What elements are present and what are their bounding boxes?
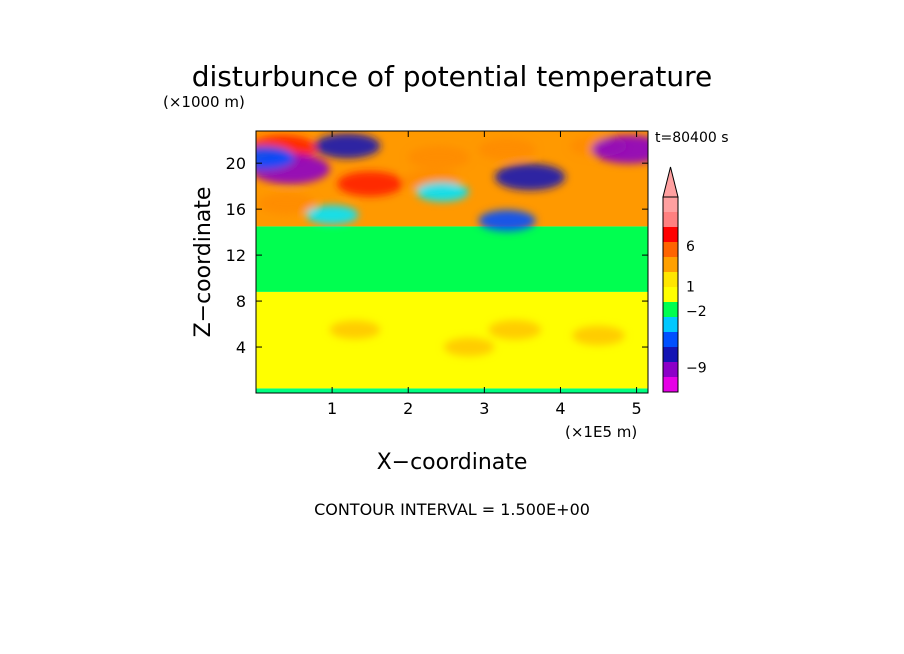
colorbar-segment: [663, 257, 678, 272]
colorbar-arrow: [662, 166, 679, 198]
anomaly-patch: [488, 319, 542, 340]
colorbar-frame: [662, 196, 679, 393]
time-label: t=80400 s: [655, 130, 729, 146]
anomaly-patch: [305, 205, 359, 225]
colorbar-segment: [663, 227, 678, 242]
x-tick-label: 4: [555, 399, 565, 418]
colorbar-segment: [663, 287, 678, 302]
x-unit-label: (×1E5 m): [565, 423, 637, 441]
anomaly-patch: [257, 192, 316, 215]
anomaly-patch: [329, 320, 381, 340]
anomaly-patches: [256, 133, 648, 357]
layer-band-surface: [256, 388, 648, 393]
y-axis: 4 8 12 16 20: [226, 154, 648, 357]
y-tick-label: 4: [236, 338, 246, 357]
plot-frame: [255, 130, 649, 394]
anomaly-patch: [443, 337, 495, 357]
y-tick-label: 20: [226, 154, 246, 173]
colorbar-label: −9: [686, 361, 707, 377]
anomaly-patch: [572, 325, 625, 346]
y-unit-label: (×1000 m): [163, 93, 245, 111]
colorbar-segment: [663, 302, 678, 317]
anomaly-patch: [494, 163, 566, 191]
layer-band-mid: [256, 226, 648, 292]
colorbar-segment: [663, 317, 678, 332]
x-axis: 1 2 3 4 5: [327, 131, 642, 418]
y-tick-label: 8: [236, 292, 246, 311]
y-tick-label: 12: [226, 246, 246, 265]
colorbar-label: 6: [686, 239, 695, 255]
anomaly-patch: [337, 171, 404, 197]
colorbar: 6 1 −2 −9: [662, 166, 707, 393]
colorbar-segment: [663, 377, 678, 392]
colorbar-label: −2: [686, 304, 707, 320]
x-tick-label: 3: [479, 399, 489, 418]
anomaly-patch: [478, 138, 536, 161]
anomaly-patch: [416, 182, 469, 202]
colorbar-segment: [663, 197, 678, 212]
colorbar-segment: [663, 272, 678, 287]
colorbar-segment: [663, 212, 678, 227]
heatmap-field: [256, 131, 648, 393]
anomaly-patch: [407, 145, 470, 170]
anomaly-patch: [478, 209, 536, 232]
x-tick-label: 5: [631, 399, 641, 418]
x-tick-label: 2: [403, 399, 413, 418]
chart-title: disturbunce of potential temperature: [192, 60, 713, 93]
colorbar-segment: [663, 362, 678, 377]
y-tick-label: 16: [226, 200, 246, 219]
contour-interval-footer: CONTOUR INTERVAL = 1.500E+00: [314, 500, 590, 519]
colorbar-segment: [663, 347, 678, 362]
x-tick-label: 1: [327, 399, 337, 418]
y-axis-label: Z−coordinate: [191, 187, 216, 338]
anomaly-patch: [256, 145, 295, 170]
anomaly-patch: [591, 135, 648, 164]
colorbar-segment: [663, 332, 678, 347]
anomaly-patch: [314, 133, 381, 159]
colorbar-label: 1: [686, 279, 695, 295]
x-axis-label: X−coordinate: [377, 450, 528, 475]
colorbar-segment: [663, 242, 678, 257]
